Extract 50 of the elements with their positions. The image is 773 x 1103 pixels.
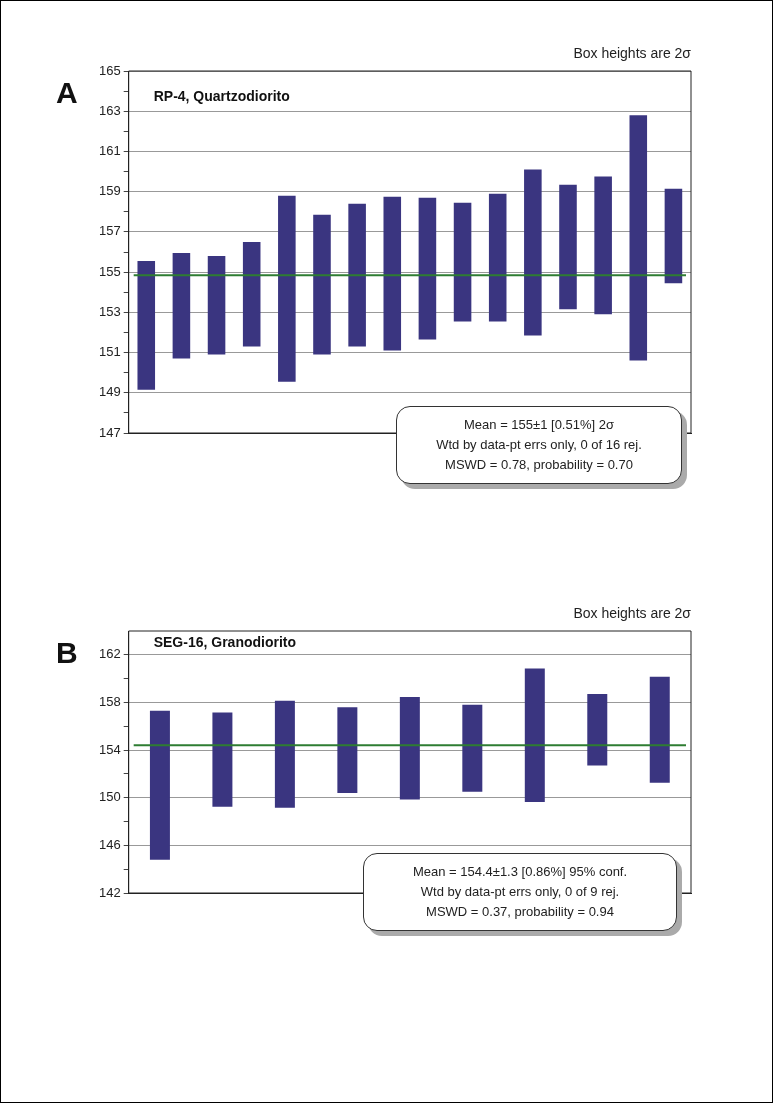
bar [207,256,226,355]
bar [274,700,295,808]
text: Box heights are 2σ [573,605,691,621]
y-tick-label: 151 [98,344,121,360]
bar [649,676,670,783]
y-tick-label: 147 [98,424,121,440]
y-tick-label: 142 [98,884,121,900]
bar [664,188,683,284]
y-tick-label: 149 [98,384,121,400]
annotation: Wtd by data-pt errs only, 0 of 9 rej. [419,883,621,901]
text: A [56,76,78,110]
bar [242,241,261,347]
bar [313,214,331,355]
annotation: Mean = 155±1 [0.51%] 2σ [463,416,615,434]
bar [488,193,507,322]
bar [172,253,191,359]
bar [278,195,296,382]
bar [399,697,420,800]
y-tick-label: 162 [98,646,121,662]
bar [587,694,608,766]
bar [137,261,156,390]
text: B [56,636,78,670]
y-tick-label: 163 [98,102,121,118]
bar [629,115,648,361]
bar [149,710,170,860]
text: RP-4, Quartzodiorito [153,87,290,104]
y-tick-label: 150 [98,789,121,805]
y-tick-label: 154 [98,741,121,757]
bar [559,184,577,310]
y-tick-label: 153 [98,303,121,319]
bar [524,668,545,802]
bar [337,707,358,793]
bar [383,196,402,351]
bar [453,202,472,322]
text: Box heights are 2σ [573,45,691,61]
bar [418,197,437,340]
y-tick-label: 158 [98,694,121,710]
bar [348,203,366,347]
chart-title: SEG-16, Granodiorito [153,633,297,650]
annotation: Mean = 154.4±1.3 [0.86%] 95% conf. [411,863,629,881]
y-tick-label: 146 [98,836,121,852]
y-tick-label: 157 [98,223,121,239]
y-tick-label: 155 [98,263,121,279]
y-tick-label: 159 [98,183,121,199]
bar [524,169,542,336]
bar [462,704,483,792]
bar [212,712,233,807]
y-tick-label: 165 [98,62,121,78]
bar [594,176,612,315]
y-tick-label: 161 [98,143,121,159]
